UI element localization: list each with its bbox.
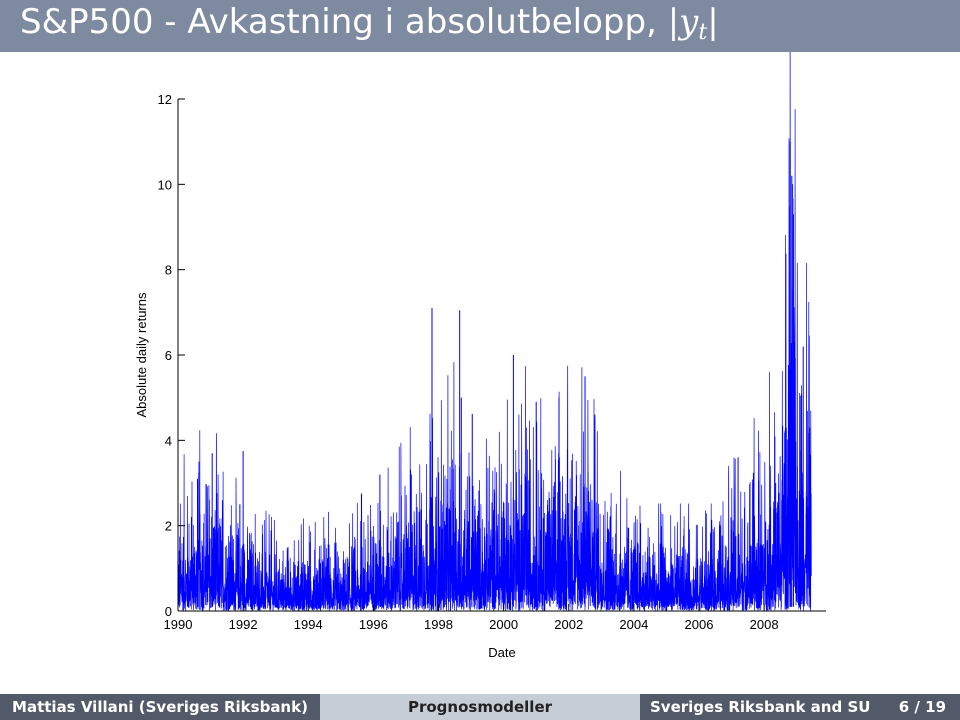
x-tick-label: 1994 [294, 617, 323, 632]
title-math-sub: t [698, 20, 708, 45]
y-tick-label: 8 [165, 263, 172, 278]
title-math-close: | [707, 2, 719, 42]
y-tick-label: 6 [165, 348, 172, 363]
x-tick-label: 2004 [619, 617, 648, 632]
chart: 0 2 4 6 8 10 12 1990 1992 1994 1996 1998 2000 2002 200… [134, 52, 826, 660]
footer-page: 6 / 19 [898, 698, 946, 716]
x-tick-label: 2006 [685, 617, 714, 632]
y-tick-label: 4 [165, 433, 172, 448]
y-axis-label: Absolute daily returns [134, 292, 149, 418]
x-tick-label: 1992 [229, 617, 258, 632]
title-bar: S&P500 - Avkastning i absolutbelopp, |yt… [0, 0, 960, 52]
x-tick-label: 1996 [359, 617, 388, 632]
y-tick-label: 12 [158, 92, 172, 107]
x-tick-label: 1998 [424, 617, 453, 632]
x-tick-label: 2008 [750, 617, 779, 632]
footer-talk: Prognosmodeller [320, 694, 640, 720]
footer-institute: Sveriges Riksbank and SU [650, 698, 871, 716]
y-tick-label: 10 [158, 177, 172, 192]
slide-title: S&P500 - Avkastning i absolutbelopp, |yt… [20, 2, 719, 45]
series-layer [177, 52, 812, 612]
y-tick-label: 2 [165, 519, 172, 534]
footer-author: Mattias Villani (Sveriges Riksbank) [0, 694, 320, 720]
x-axis-label: Date [488, 645, 515, 660]
slide-title-text: S&P500 - Avkastning i absolutbelopp, [20, 2, 668, 42]
x-tick-label: 1990 [164, 617, 193, 632]
slide-title-math: |yt| [667, 2, 719, 45]
x-tick-label: 2002 [554, 617, 583, 632]
footer: Mattias Villani (Sveriges Riksbank) Prog… [0, 694, 960, 720]
x-tick-label: 2000 [489, 617, 518, 632]
y-tick-label: 0 [165, 604, 172, 619]
ticks-layer: 0 2 4 6 8 10 12 1990 1992 1994 1996 1998 2000 2002 200… [158, 92, 779, 632]
title-math-open: |y [667, 2, 699, 42]
series-line [177, 52, 812, 612]
footer-right: Sveriges Riksbank and SU 6 / 19 [640, 694, 960, 720]
